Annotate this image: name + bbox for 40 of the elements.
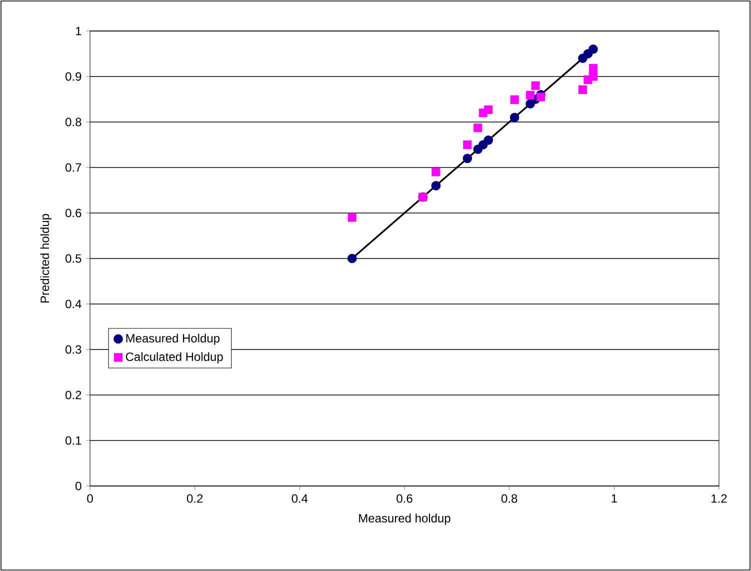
point [463,140,472,150]
point [588,44,598,54]
point [348,213,356,222]
legend-label: Measured Holdup [126,334,220,345]
y-tick-label: 0.2 [66,390,82,400]
y-tick-label: 1 [76,26,82,36]
point [510,112,520,122]
point [484,105,493,114]
point [588,72,598,81]
point [347,254,357,264]
point [510,95,519,104]
x-tick-label: 0.6 [396,494,412,503]
y-tick-label: 0.9 [66,72,82,81]
legend-label: Calculated Holdup [126,352,223,364]
point [531,81,540,90]
y-tick-label: 0 [76,482,82,490]
point [474,124,482,132]
x-tick-label: 0.4 [292,494,308,503]
point [578,85,587,94]
point [484,136,494,145]
y-tick-label: 0.3 [66,345,82,354]
y-tick-label: 0.8 [66,118,82,126]
x-tick-label: 0 [87,494,93,503]
point [431,181,441,190]
x-tick-label: 0.8 [501,494,518,503]
x-tick-label: 0.2 [186,494,203,503]
x-tick-label: 1 [612,494,617,503]
point [536,92,546,102]
y-tick-label: 0.7 [66,163,82,172]
point [526,90,535,100]
point [462,154,472,164]
x-axis-title: Measured holdup [359,514,450,525]
point [588,64,598,73]
y-tick-label: 0.1 [66,436,82,445]
y-tick-label: 0.5 [66,254,82,263]
point [432,168,440,176]
y-axis-title: Predicted holdup [40,214,52,303]
y-tick-label: 0.4 [66,300,82,308]
x-tick-label: 1.2 [712,494,727,503]
y-tick-label: 0.6 [66,208,82,218]
